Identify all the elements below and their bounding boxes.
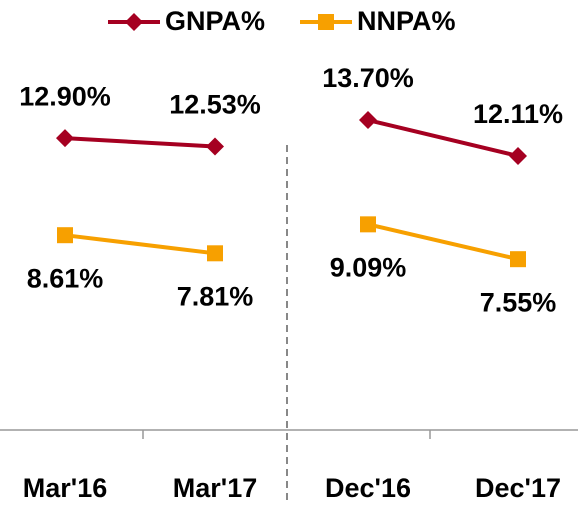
data-label: 7.81%	[177, 281, 254, 311]
x-tick-label: Mar'16	[23, 473, 107, 503]
data-point	[57, 227, 73, 244]
data-label: 7.55%	[480, 287, 557, 317]
data-point	[360, 216, 376, 233]
data-label: 12.53%	[169, 90, 261, 120]
data-point	[359, 111, 377, 130]
data-label: 12.90%	[19, 81, 111, 111]
data-label: 12.11%	[473, 99, 563, 129]
data-point	[206, 137, 224, 156]
series-line	[64, 233, 216, 256]
x-tick-label: Mar'17	[173, 473, 257, 503]
series-line	[367, 222, 519, 262]
series-line	[367, 118, 519, 158]
legend-marker	[318, 14, 334, 30]
data-point	[56, 129, 74, 148]
data-point	[510, 251, 526, 268]
legend-marker	[125, 13, 143, 31]
x-tick-label: Dec'16	[325, 473, 411, 503]
x-tick-label: Dec'17	[475, 473, 561, 503]
legend-label: GNPA%	[165, 6, 265, 36]
data-label: 8.61%	[27, 263, 104, 293]
data-label: 9.09%	[330, 252, 407, 282]
data-label: 13.70%	[322, 63, 414, 93]
series-line	[64, 136, 216, 149]
data-point	[207, 245, 223, 262]
data-point	[509, 147, 527, 166]
legend-label: NNPA%	[357, 6, 456, 36]
